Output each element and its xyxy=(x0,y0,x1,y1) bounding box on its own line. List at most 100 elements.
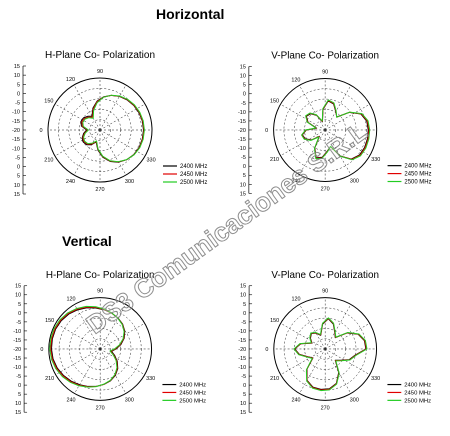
angle-label: 150 xyxy=(44,99,53,105)
angle-label: 0 xyxy=(265,347,268,353)
r-tick-label: -20 xyxy=(13,347,21,353)
r-tick-label: 15 xyxy=(14,192,20,198)
angle-label: 150 xyxy=(45,318,54,324)
angle-label: 0 xyxy=(39,128,42,134)
r-tick-label: -10 xyxy=(238,365,246,371)
grid-spoke xyxy=(299,304,326,350)
angle-label: 120 xyxy=(292,296,301,302)
horizontal-v-plane-chart: V-Plane Co- Polarization 15 10 5 0 -5 -10 -15 -2… xyxy=(238,51,431,198)
chart-title: V-Plane Co- Polarization xyxy=(271,51,379,62)
r-tick-label: -5 xyxy=(15,101,20,107)
vertical-h-plane-chart: H-Plane Co- Polarization 15 10 5 0 -5 -10 -15 -2… xyxy=(13,270,206,416)
r-tick-label: 5 xyxy=(18,302,21,308)
r-tick-label: -10 xyxy=(13,365,21,371)
r-tick-label: -15 xyxy=(12,119,20,125)
r-tick-label: -5 xyxy=(15,155,20,161)
r-tick-label: 5 xyxy=(243,173,246,179)
angle-label: 270 xyxy=(321,186,330,192)
chart-title: V-Plane Co- Polarization xyxy=(271,270,379,281)
r-tick-label: 15 xyxy=(240,284,246,290)
r-tick-label: -10 xyxy=(12,146,20,152)
angle-label: 240 xyxy=(292,397,301,403)
grid-spoke xyxy=(324,85,352,131)
series-line-2450 xyxy=(50,306,125,388)
r-tick-label: 0 xyxy=(243,383,246,389)
grid-spoke xyxy=(73,129,101,176)
angle-label: 90 xyxy=(97,69,103,75)
legend-label: 2400 MHz xyxy=(404,164,431,170)
outer-ring xyxy=(47,77,153,183)
grid-ring xyxy=(68,98,132,162)
legend-label: 2400 MHz xyxy=(179,383,206,389)
r-tick-label: -5 xyxy=(241,155,246,161)
horizontal-h-plane-chart: H-Plane Co- Polarization 15 10 5 0 -5 -10 -15 -2… xyxy=(12,50,207,198)
r-tick-label: -5 xyxy=(241,320,246,326)
r-tick-label: 5 xyxy=(243,83,246,89)
r-tick-label: 10 xyxy=(240,401,246,407)
grid-spoke xyxy=(100,348,145,375)
grid-spoke xyxy=(325,348,370,375)
r-tick-label: -20 xyxy=(12,128,20,134)
angle-label: 90 xyxy=(322,70,328,76)
vertical-v-plane-chart: V-Plane Co- Polarization 15 10 5 0 -5 -10 -15 -2… xyxy=(238,270,431,416)
r-tick-label: -10 xyxy=(12,110,20,116)
angle-label: 330 xyxy=(371,376,380,382)
legend-label: 2450 MHz xyxy=(404,390,431,396)
series-line-2500 xyxy=(49,305,125,388)
legend-label: 2500 MHz xyxy=(180,180,207,186)
r-tick-label: 15 xyxy=(240,191,246,197)
outer-ring xyxy=(273,77,378,183)
grid-spoke xyxy=(324,129,352,175)
angle-label: 0 xyxy=(40,347,43,353)
grid-spoke xyxy=(324,304,352,350)
grid-spoke xyxy=(280,104,326,131)
angle-label: 240 xyxy=(67,397,76,403)
angle-label: 300 xyxy=(125,179,134,185)
grid-spoke xyxy=(99,304,127,350)
grid-ring xyxy=(314,119,336,141)
grid-spoke xyxy=(55,348,101,375)
angle-label: 300 xyxy=(350,179,359,185)
grid-spoke xyxy=(299,85,326,131)
legend-label: 2400 MHz xyxy=(404,383,431,389)
r-tick-label: -5 xyxy=(241,374,246,380)
grid-spoke xyxy=(55,323,101,350)
r-tick-label: 0 xyxy=(243,164,246,170)
r-tick-label: 15 xyxy=(14,64,20,70)
r-tick-label: 15 xyxy=(15,410,21,416)
r-tick-label: -10 xyxy=(238,146,246,152)
grid-ring xyxy=(314,338,336,360)
grid-spoke xyxy=(54,103,101,131)
r-tick-label: -15 xyxy=(12,137,20,143)
r-tick-label: 0 xyxy=(17,165,20,171)
r-tick-label: 10 xyxy=(240,293,246,299)
angle-label: 210 xyxy=(45,376,54,382)
legend-label: 2500 MHz xyxy=(179,398,206,404)
r-tick-label: -5 xyxy=(241,101,246,107)
r-tick-label: -15 xyxy=(13,338,21,344)
grid-spoke xyxy=(280,348,326,375)
grid-ring xyxy=(89,338,111,360)
r-tick-label: -20 xyxy=(238,128,246,134)
angle-label: 240 xyxy=(291,179,300,185)
angle-label: 300 xyxy=(350,397,359,403)
angle-label: 90 xyxy=(97,289,103,295)
r-tick-label: -10 xyxy=(238,110,246,116)
chart-title: H-Plane Co- Polarization xyxy=(45,50,155,61)
angle-label: 150 xyxy=(270,99,279,105)
grid-spoke xyxy=(99,129,127,176)
r-tick-label: 15 xyxy=(15,284,21,290)
r-tick-label: 5 xyxy=(17,82,20,88)
r-tick-label: -10 xyxy=(238,329,246,335)
r-tick-label: 10 xyxy=(14,183,20,189)
r-tick-label: -15 xyxy=(238,119,246,125)
r-tick-label: 10 xyxy=(240,74,246,80)
series-line-2500 xyxy=(293,317,368,392)
legend-label: 2400 MHz xyxy=(180,164,207,170)
r-tick-label: 5 xyxy=(18,392,21,398)
grid-spoke xyxy=(100,323,145,350)
angle-label: 150 xyxy=(270,318,279,324)
r-tick-label: 5 xyxy=(243,302,246,308)
angle-label: 210 xyxy=(44,158,53,164)
r-tick-label: 0 xyxy=(18,311,21,317)
